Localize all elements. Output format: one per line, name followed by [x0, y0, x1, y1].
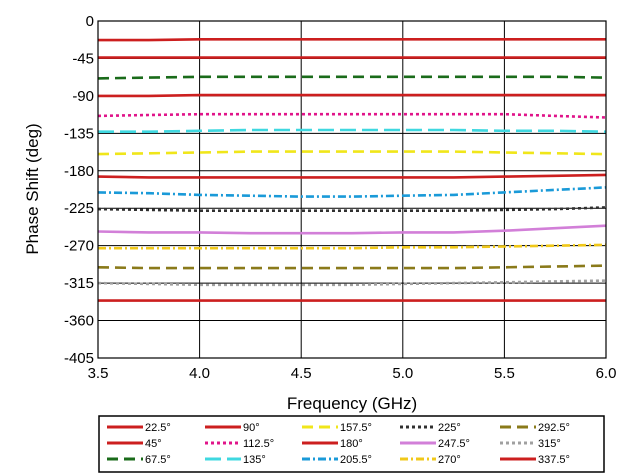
plot-frame	[97, 20, 607, 359]
legend-label: 337.5°	[538, 454, 570, 466]
y-tick-label: 0	[86, 13, 94, 30]
series-135-deg-line	[98, 128, 607, 133]
legend-label: 270°	[438, 454, 461, 466]
legend: 22.5° 45° 67.5° 90° 112.5° 135° 157.5° 180° 205.…	[98, 415, 605, 473]
legend-label: 180°	[340, 438, 363, 450]
series-90-deg-line	[98, 93, 606, 98]
series-157-5-deg-line	[97, 150, 607, 156]
x-tick-label: 5.0	[392, 365, 413, 382]
x-tick-label: 6.0	[596, 365, 617, 382]
y-tick-label: -360	[64, 313, 94, 330]
series-270-deg-line	[98, 243, 607, 250]
legend-label: 90°	[243, 422, 260, 434]
legend-label: 225°	[438, 422, 461, 434]
series-292-5-deg-line	[97, 264, 607, 270]
series-112-5-deg-line	[97, 112, 607, 119]
y-tick-label: -405	[64, 350, 94, 367]
y-tick-label: -135	[64, 125, 94, 142]
series-22-5-deg-line	[98, 37, 606, 42]
x-axis-title: Frequency (GHz)	[287, 394, 417, 413]
y-tick-label: -315	[64, 275, 94, 292]
legend-label: 157.5°	[340, 422, 372, 434]
series-315-deg-line	[97, 279, 607, 287]
series-247-5-deg-line	[97, 224, 607, 235]
legend-label: 135°	[243, 454, 266, 466]
x-tick-label: 3.5	[88, 365, 109, 382]
x-tick-label: 4.0	[189, 365, 210, 382]
y-tick-label: -225	[64, 200, 94, 217]
legend-label: 22.5°	[145, 422, 171, 434]
y-tick-label: -45	[72, 50, 94, 67]
legend-label: 292.5°	[538, 422, 570, 434]
series-67-5-deg-line	[97, 75, 607, 80]
y-tick-label: -180	[64, 163, 94, 180]
y-tick-label: -90	[72, 88, 94, 105]
x-tick-label: 4.5	[291, 365, 312, 382]
legend-label: 247.5°	[438, 438, 470, 450]
legend-label: 67.5°	[145, 454, 171, 466]
series-layer	[97, 37, 607, 302]
grid-layer	[97, 20, 607, 359]
series-205-5-deg-line	[97, 186, 607, 198]
legend-label: 112.5°	[243, 438, 274, 450]
x-tick-label: 5.5	[494, 365, 515, 382]
legend-label: 45°	[145, 438, 162, 450]
series-225-deg-line	[97, 206, 607, 212]
legend-label: 205.5°	[340, 454, 372, 466]
series-180-deg-line	[97, 173, 607, 179]
y-tick-label: -270	[64, 238, 94, 255]
y-axis-title: Phase Shift (deg)	[23, 123, 42, 254]
legend-label: 315°	[538, 438, 561, 450]
